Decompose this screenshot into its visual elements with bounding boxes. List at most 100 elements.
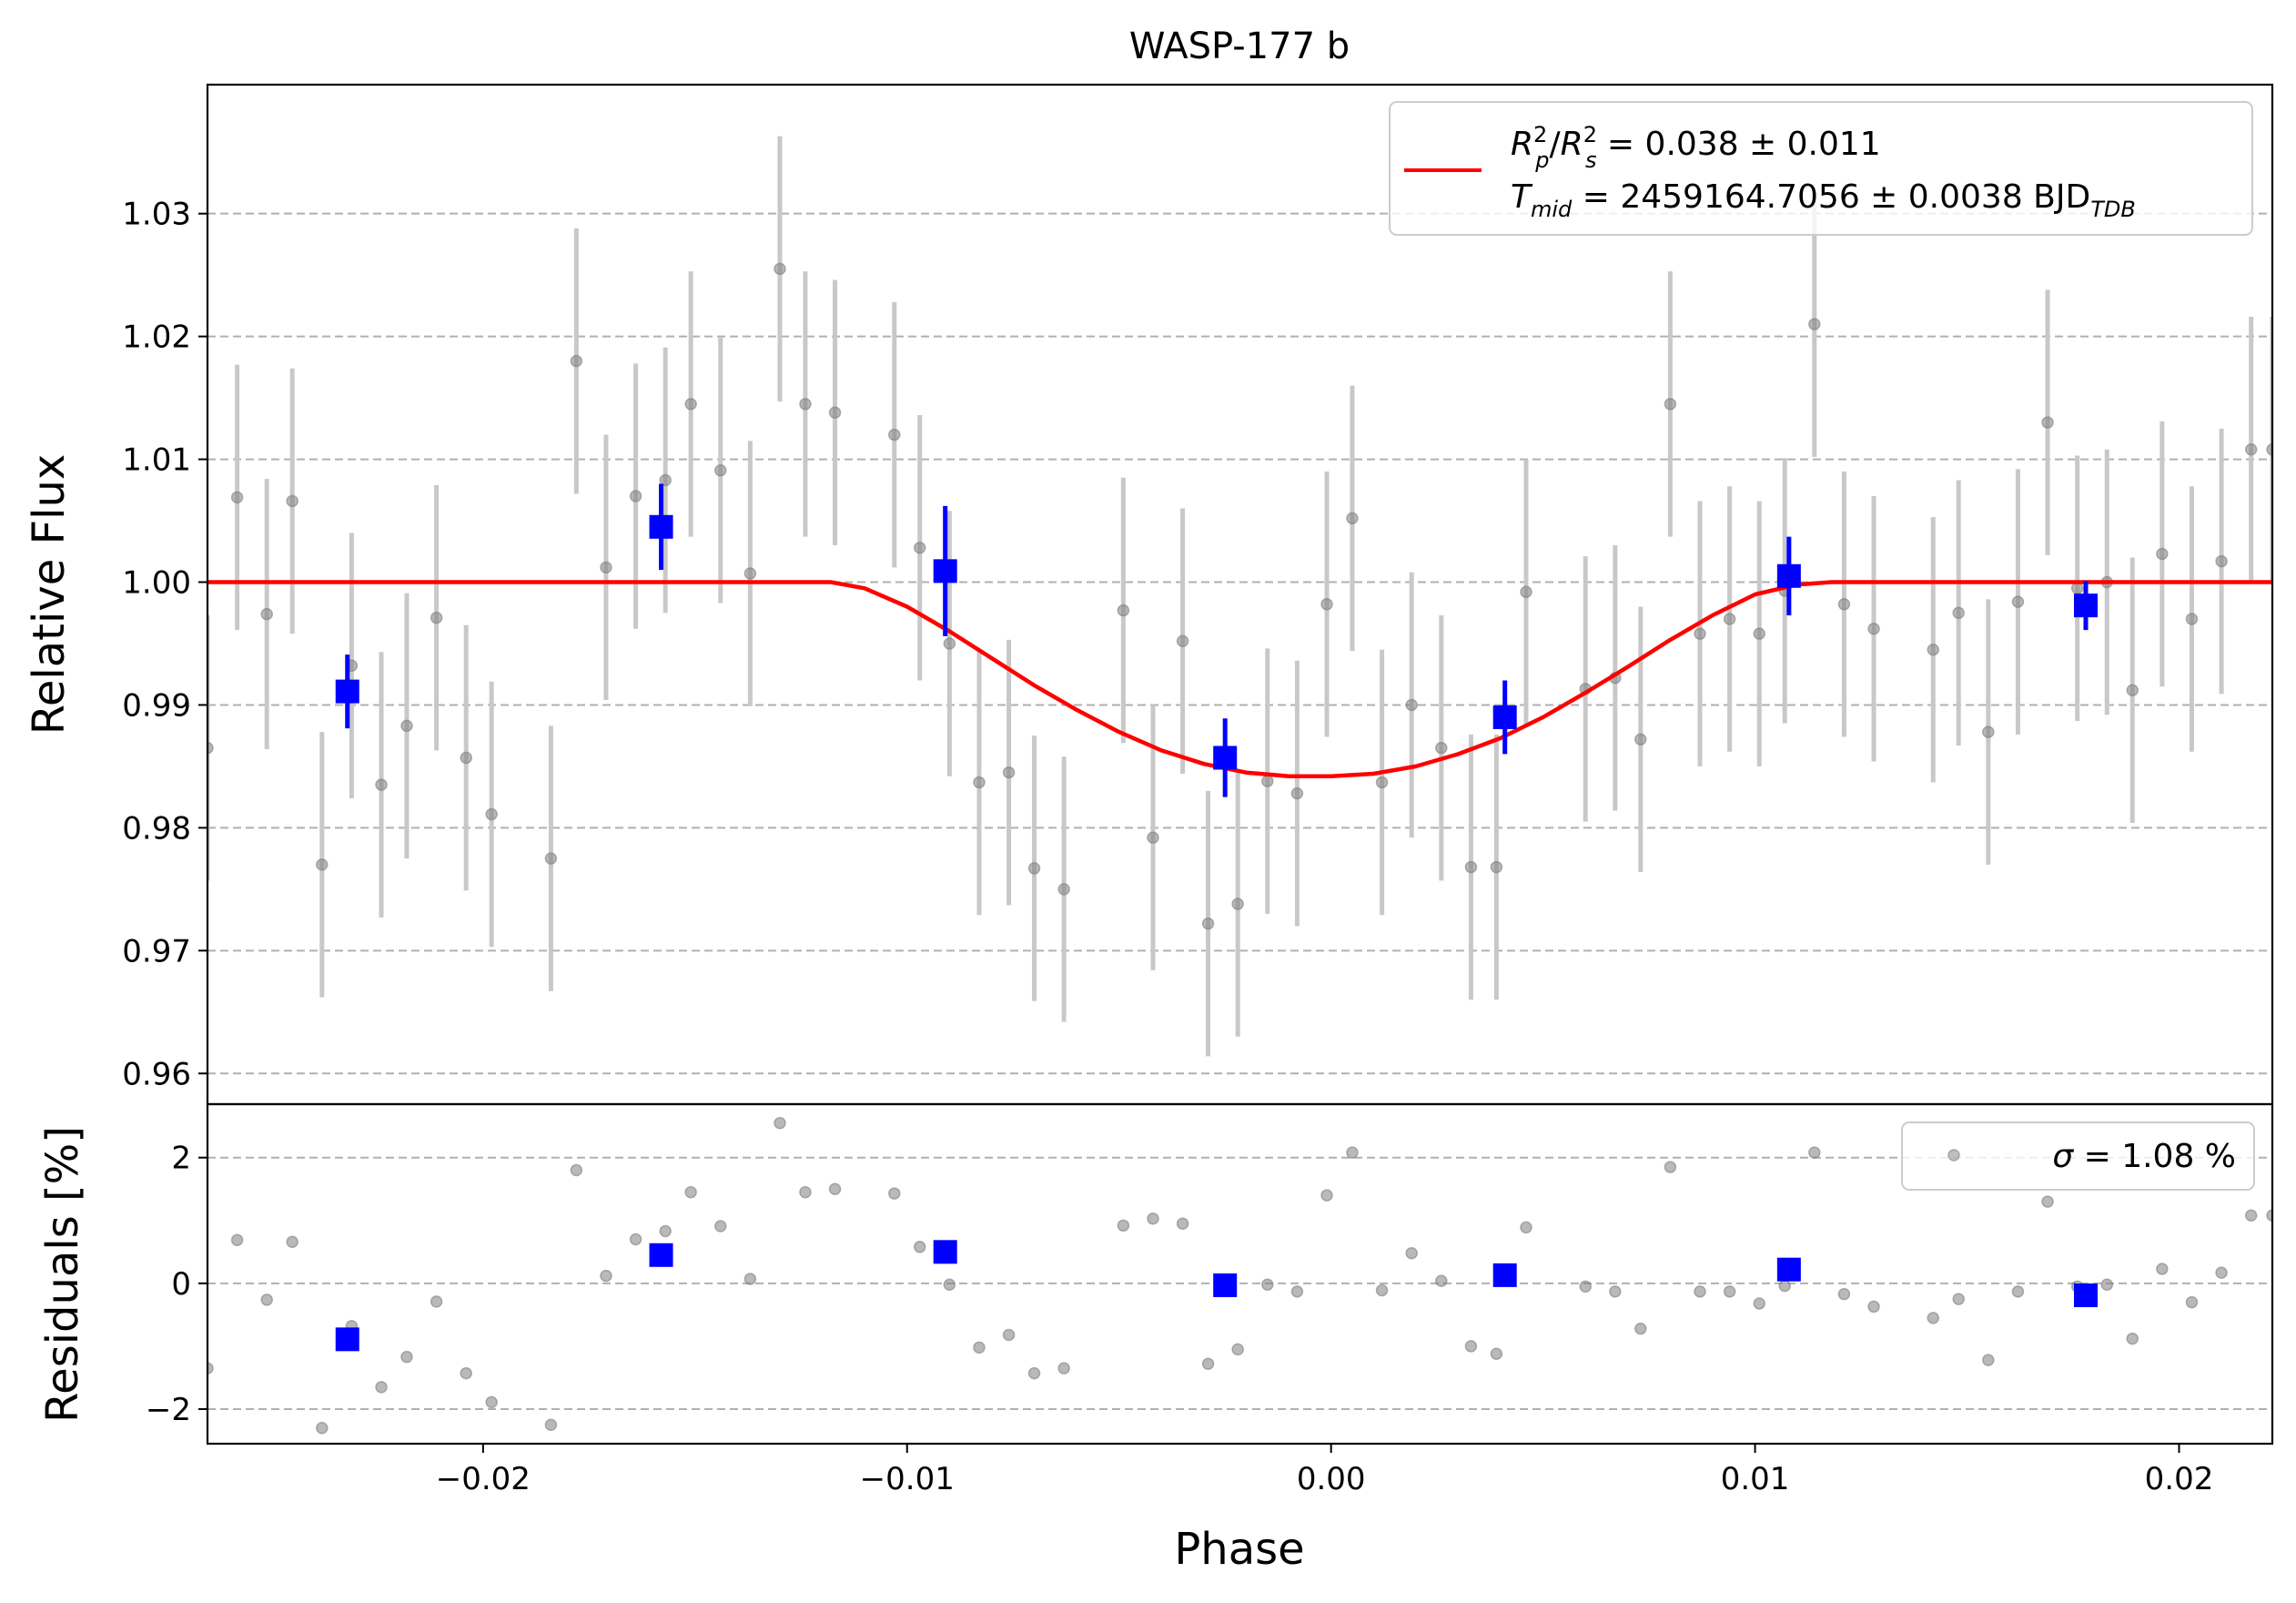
top-ytick-label: 0.98 [122,810,191,847]
raw-point [1723,613,1736,625]
raw-point [460,751,472,765]
raw-point [888,428,901,441]
raw-point [286,494,298,508]
raw-point [743,567,757,580]
binned-residual-point [1492,1263,1517,1287]
raw-point [1927,643,1940,656]
residual-point [1117,1219,1130,1233]
raw-point [659,473,672,487]
legend-top: R2 p/R2 s = 0.038 ± 0.011 Tmid = 2459164.7… [1389,101,2253,236]
top-ytick-label: 1.03 [122,197,191,233]
raw-point [2244,443,2258,456]
residual-point [2215,1266,2228,1279]
raw-point [913,541,926,554]
binned-point [1776,563,1801,588]
raw-point [230,491,244,504]
bottom-ytick-label: 2 [171,1141,191,1177]
raw-point [1027,862,1041,875]
residual-point [600,1269,612,1283]
legend-top-box [1389,101,2253,236]
residual-point [1490,1347,1503,1360]
residual-point [1753,1297,1765,1310]
residual-point [1579,1280,1592,1294]
raw-point [2011,595,2025,608]
residual-point [1982,1354,1995,1366]
raw-point [1002,766,1016,779]
binned-point [933,559,957,583]
residual-point [2126,1332,2139,1345]
residual-point [1346,1146,1359,1159]
residual-point [1231,1343,1244,1356]
transit-model-line [207,580,2272,778]
residual-point [1609,1285,1622,1298]
raw-point [1837,598,1851,611]
legend-tmid-text: Tmid = 2459164.7056 ± 0.0038 BJDTDB [1511,178,2136,222]
raw-point [1634,733,1647,746]
residual-point [1057,1362,1070,1375]
top-binned-points [335,483,2098,797]
raw-point [1808,318,1821,330]
residual-point [743,1273,757,1285]
residual-point [1952,1293,1965,1305]
y-axis-label-top: Relative Flux [24,454,75,736]
residual-point [2100,1278,2114,1291]
raw-point [1694,627,1706,640]
raw-point [1290,786,1304,800]
residual-point [2041,1195,2054,1208]
residual-point [1634,1322,1647,1335]
legend-sigma-text: σ = 1.08 % [2052,1138,2236,1175]
legend-bottom: σ = 1.08 % [1901,1121,2255,1191]
residual-point [1520,1221,1532,1234]
raw-point [1057,883,1070,896]
chart-title: WASP-177 b [1129,25,1350,67]
residual-point [1664,1161,1677,1173]
residual-point [2244,1209,2258,1223]
residual-point [684,1185,697,1199]
raw-point [973,776,986,789]
residual-point [400,1350,413,1364]
residual-point [1405,1246,1418,1260]
residual-point [1147,1212,1159,1225]
residual-point [570,1163,583,1177]
residual-point [2011,1285,2025,1298]
residual-point [1837,1287,1851,1301]
raw-point [430,611,443,624]
residual-point [1375,1283,1389,1297]
raw-point [1346,512,1359,525]
residual-point [2266,1209,2272,1223]
residual-point [286,1235,298,1249]
residual-point [1201,1357,1215,1371]
residual-point [1867,1300,1880,1314]
binned-point [335,679,359,704]
raw-point [684,398,697,411]
raw-point [1375,776,1389,789]
binned-residual-point [933,1240,957,1264]
residual-point [913,1241,926,1253]
x-tick-label: 0.01 [1721,1461,1790,1497]
residual-point [1320,1189,1333,1202]
binned-residual-point [2073,1283,2098,1307]
binned-residual-point [1213,1273,1238,1297]
binned-point [2073,594,2098,618]
raw-point [1952,606,1965,619]
residual-point [430,1295,443,1308]
raw-point [1201,917,1215,930]
top-ytick-label: 0.97 [122,933,191,969]
raw-point [2266,443,2272,456]
residual-point [316,1421,329,1435]
raw-point [774,262,786,276]
raw-point [2215,554,2228,568]
bottom-grid [207,1156,2272,1411]
raw-point [207,741,214,755]
raw-point [1464,860,1478,874]
residual-point [207,1362,214,1375]
residual-point [1723,1285,1736,1298]
raw-point [1753,627,1765,640]
residual-point [943,1278,956,1291]
raw-point [629,490,642,502]
top-raw-points [207,136,2272,1057]
raw-point [2041,416,2054,429]
raw-point [1147,831,1159,844]
raw-point [1176,634,1189,648]
